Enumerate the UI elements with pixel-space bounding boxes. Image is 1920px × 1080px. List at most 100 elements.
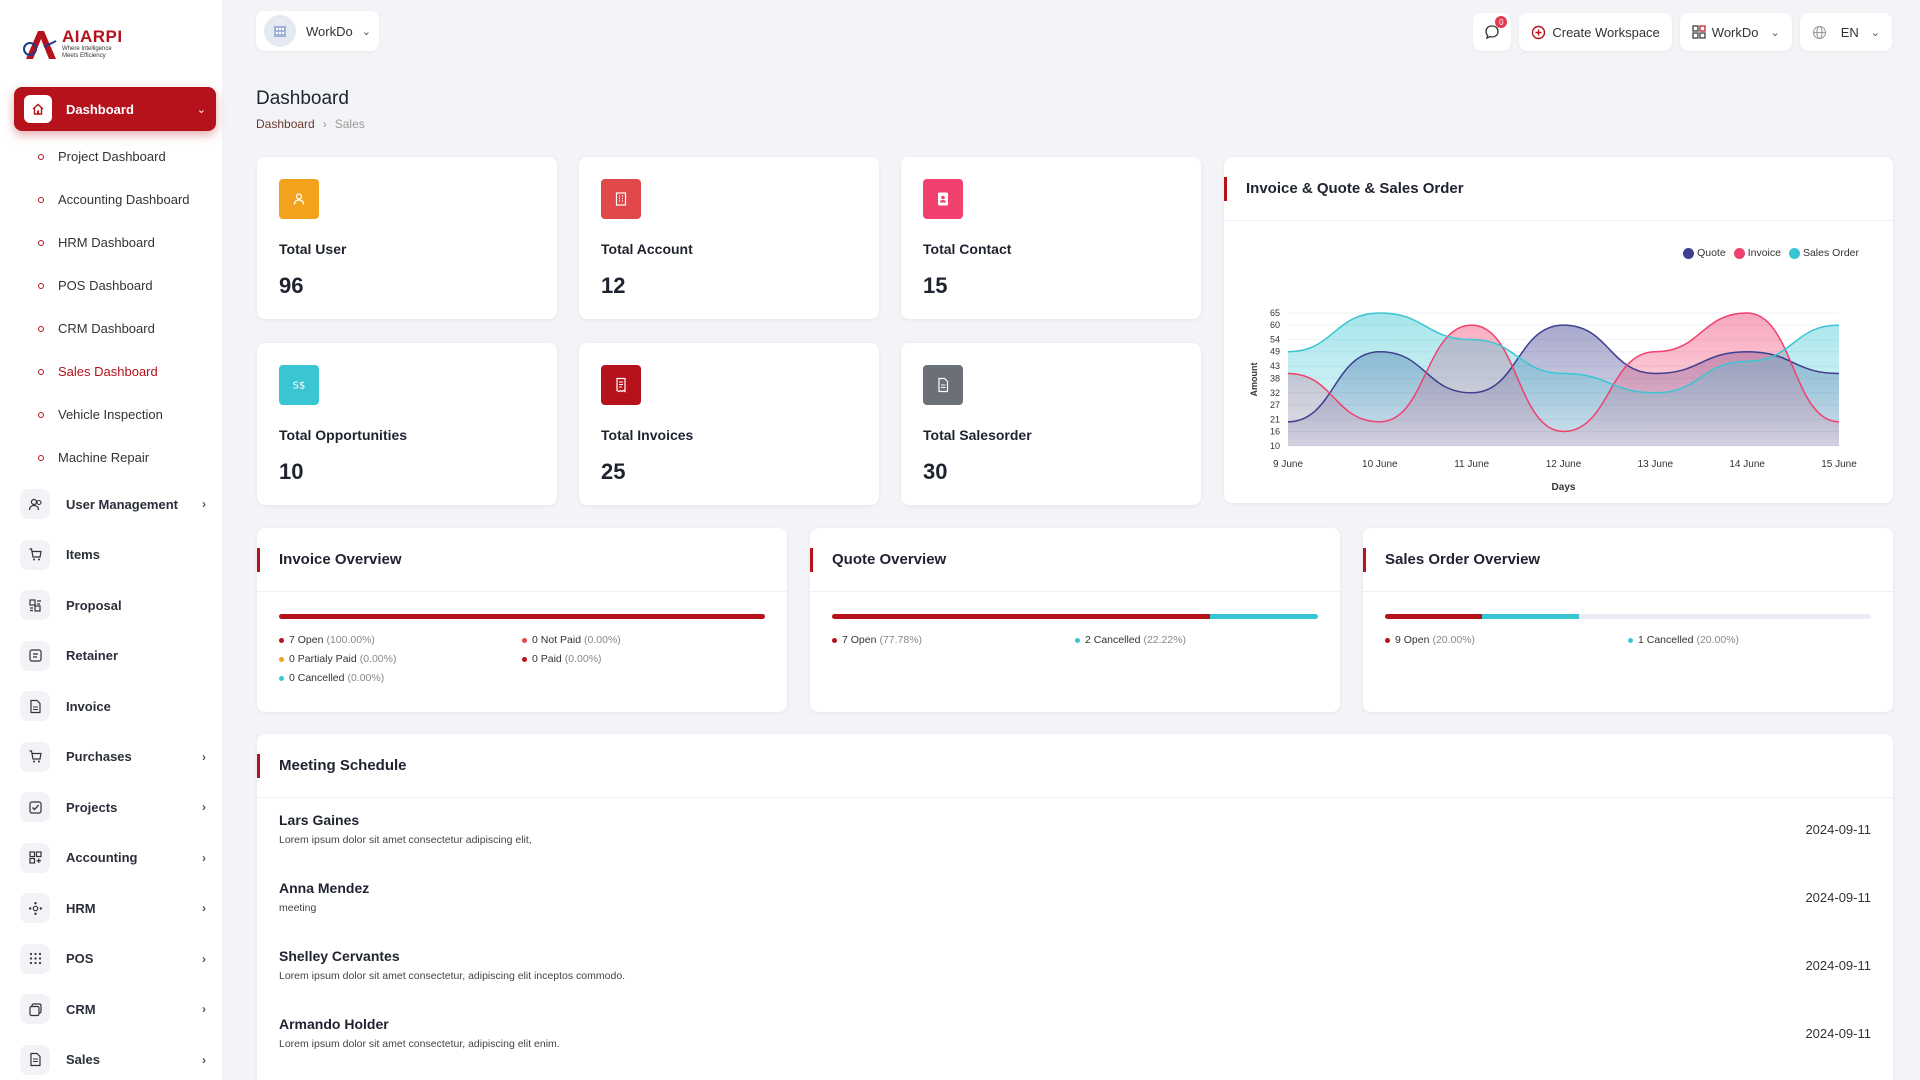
user-icon [279,179,319,219]
sidebar-item-retainer[interactable]: Retainer [14,631,216,682]
overview-progress-bar [1385,614,1871,619]
sidebar-item-pos[interactable]: POS › [14,934,216,985]
breadcrumb-dashboard[interactable]: Dashboard [256,117,315,131]
meeting-name: Shelley Cervantes [279,948,400,964]
stat-value: 96 [279,273,304,298]
legend-dot-icon [279,656,284,662]
logo-icon [23,31,57,59]
sidebar-subitem-label: POS Dashboard [58,278,153,293]
y-tick-label: 38 [1270,373,1280,383]
sidebar-subitem-project-dashboard[interactable]: Project Dashboard [14,135,216,178]
stat-card-total-invoices[interactable]: Total Invoices 25 [579,343,879,505]
list-item[interactable]: Anna Mendez meeting 2024-09-11 [279,880,1871,940]
stat-card-total-user[interactable]: Total User 96 [257,157,557,319]
sidebar-item-sales[interactable]: Sales › [14,1035,216,1080]
sidebar-subitem-hrm-dashboard[interactable]: HRM Dashboard [14,221,216,264]
overview-card-sales-order-overview: Sales Order Overview 9 Open (20.00%) 1 Canc… [1363,528,1893,712]
sidebar-subitem-label: CRM Dashboard [58,321,155,336]
legend-label: 1 Cancelled [1638,634,1694,646]
sidebar-item-label: Invoice [66,698,111,714]
sidebar-subitem-machine-repair[interactable]: Machine Repair [14,436,216,479]
legend-label: 2 Cancelled [1085,634,1141,646]
legend-item-quote[interactable]: Quote [1683,247,1726,259]
list-item[interactable]: Shelley Cervantes Lorem ipsum dolor sit a… [279,948,1871,1008]
stat-card-total-account[interactable]: Total Account 12 [579,157,879,319]
legend-dot-icon [832,637,837,643]
sidebar-item-label: Proposal [66,597,122,613]
bullet-icon [38,325,44,332]
sidebar-item-user-management[interactable]: User Management › [14,479,216,530]
dashboard-submenu: Project Dashboard Accounting Dashboard HRM… [14,135,216,479]
sidebar-item-label: HRM [66,900,96,916]
y-tick-label: 32 [1270,388,1280,398]
sidebar-item-label: Accounting [66,850,138,866]
meeting-description: Lorem ipsum dolor sit amet consectetur, … [279,1038,560,1050]
progress-segment [1210,614,1318,619]
contact-icon [923,179,963,219]
sidebar: AIARPI Where Intelligence Meets Efficien… [0,0,222,1080]
sidebar-subitem-sales-dashboard[interactable]: Sales Dashboard [14,350,216,393]
chevron-right-icon: › [202,1052,206,1067]
bullet-icon [38,411,44,418]
stat-card-total-contact[interactable]: Total Contact 15 [901,157,1201,319]
notifications-button[interactable]: 0 [1473,13,1512,51]
sidebar-item-dashboard[interactable]: Dashboard ⌄ [14,87,216,131]
stat-label: Total Opportunities [279,427,408,443]
stat-card-total-opportunities[interactable]: S$ Total Opportunities 10 [257,343,557,505]
chart-plot: 10 16 21 27 32 38 43 49 54 60 65 9 June 10 June 11 Ju… [1249,308,1857,493]
meeting-schedule-title: Meeting Schedule [257,734,1893,798]
stat-card-total-salesorder[interactable]: Total Salesorder 30 [901,343,1201,505]
sidebar-subitem-vehicle-inspection[interactable]: Vehicle Inspection [14,393,216,436]
invoice-icon [20,691,50,722]
legend-label: 0 Not Paid [532,634,582,646]
overview-progress-bar [832,614,1318,619]
sidebar-item-label: User Management [66,496,178,512]
legend-percent: (77.78%) [879,634,923,646]
sidebar-item-proposal[interactable]: Proposal [14,580,216,631]
brand-logo[interactable]: AIARPI Where Intelligence Meets Efficien… [22,24,123,64]
stat-label: Total User [279,241,347,257]
meeting-name: Armando Holder [279,1016,389,1032]
bullet-icon [38,454,44,461]
chevron-down-icon: ⌄ [361,25,371,38]
sidebar-subitem-crm-dashboard[interactable]: CRM Dashboard [14,307,216,350]
language-select[interactable]: EN ⌄ [1799,13,1892,51]
list-item[interactable]: Lars Gaines Lorem ipsum dolor sit amet co… [279,812,1871,872]
legend-item-invoice[interactable]: Invoice [1733,247,1781,259]
check-square-icon [20,792,50,823]
meeting-name: Lars Gaines [279,812,360,828]
hrm-icon [20,893,50,924]
sidebar-item-invoice[interactable]: Invoice [14,681,216,732]
meeting-name: Anna Mendez [279,880,370,896]
sidebar-item-crm[interactable]: CRM › [14,984,216,1035]
overview-legend-item: 0 Not Paid (0.00%) [522,634,765,646]
list-item[interactable]: Armando Holder Lorem ipsum dolor sit amet… [279,1016,1871,1076]
bullet-icon [38,153,44,160]
overview-legend: 9 Open (20.00%) 1 Cancelled (20.00%) [1385,634,1871,646]
series-area-sales-order [1288,313,1839,446]
progress-segment [1385,614,1483,619]
workspace-select[interactable]: WorkDo ⌄ [256,11,379,51]
overview-legend-item: 0 Paid (0.00%) [522,653,765,665]
sidebar-item-hrm[interactable]: HRM › [14,883,216,934]
sidebar-item-items[interactable]: Items [14,530,216,581]
users-icon [20,489,50,520]
y-tick-label: 43 [1270,361,1280,371]
workspace-menu-button[interactable]: WorkDo ⌄ [1679,13,1792,51]
chart-legend: Quote Invoice Sales Order [1683,247,1859,259]
cart-icon [20,539,50,570]
chevron-right-icon: › [202,800,206,815]
legend-dot-icon [522,637,527,643]
sidebar-subitem-accounting-dashboard[interactable]: Accounting Dashboard [14,178,216,221]
sidebar-subitem-pos-dashboard[interactable]: POS Dashboard [14,264,216,307]
sidebar-item-label: Dashboard [66,101,134,117]
brand-tagline: Where Intelligence Meets Efficiency [62,46,112,59]
y-tick-label: 54 [1270,335,1280,345]
legend-dot-icon [1683,247,1695,259]
legend-item-sales-order[interactable]: Sales Order [1788,247,1859,259]
create-workspace-button[interactable]: Create Workspace [1519,13,1672,51]
sidebar-item-accounting[interactable]: Accounting › [14,833,216,884]
sidebar-item-projects[interactable]: Projects › [14,782,216,833]
y-axis-label: Amount [1249,363,1259,397]
sidebar-item-purchases[interactable]: Purchases › [14,732,216,783]
